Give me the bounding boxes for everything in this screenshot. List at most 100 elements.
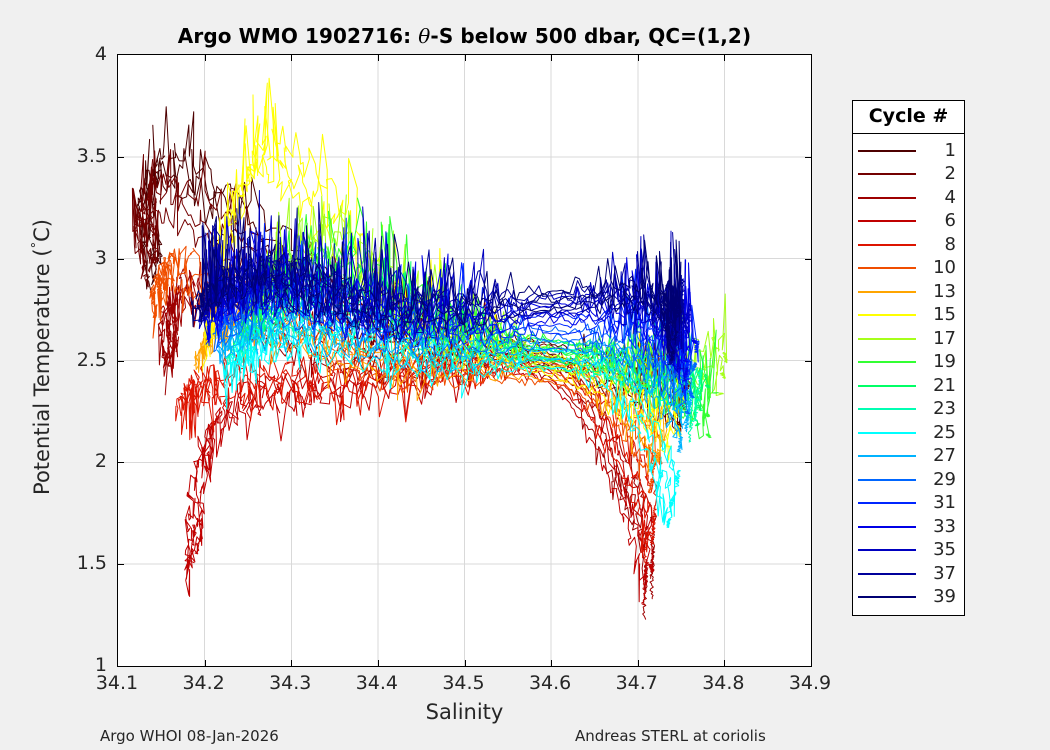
theta-s-trace [195,216,679,346]
theta-s-trace [202,208,682,331]
y-tick-left [118,462,124,464]
y-tick-right [805,462,811,464]
y-tick-label: 1 [94,654,107,676]
legend-item[interactable]: 35 [853,539,964,563]
legend-item[interactable]: 1 [853,139,964,163]
x-tick-label: 34.2 [182,672,225,694]
legend-item-label: 8 [944,233,956,255]
legend-item[interactable]: 6 [853,210,964,234]
theta-s-trace [165,277,656,600]
legend-item[interactable]: 23 [853,398,964,422]
theta-s-trace [162,245,663,466]
y-tick-label: 2 [94,450,107,473]
theta-s-trace [198,225,684,373]
theta-s-trace [224,323,694,443]
x-tick-bottom [291,660,293,666]
x-tick-label: 34.6 [528,672,572,694]
legend-item[interactable]: 25 [853,421,964,445]
legend-item[interactable]: 27 [853,445,964,469]
theta-s-trace [200,225,689,382]
chart-title-pre: Argo WMO 1902716: [177,24,419,48]
legend-item-label: 33 [933,515,956,537]
footer-left-text: Argo WHOI 08-Jan-2026 [100,727,279,745]
legend-color-swatch [858,525,916,528]
x-tick-bottom [637,660,639,666]
x-tick-label: 34.9 [788,672,832,694]
legend-color-swatch [858,408,916,411]
legend-item[interactable]: 31 [853,492,964,516]
legend-item[interactable]: 2 [853,163,964,187]
legend-color-swatch [858,384,916,387]
theta-s-trace [225,326,677,517]
x-tick-bottom [724,660,726,666]
legend-item[interactable]: 17 [853,327,964,351]
legend-item-label: 6 [944,210,956,232]
x-tick-label: 34.7 [615,672,658,694]
legend-item-label: 29 [933,468,956,490]
x-tick-top [291,55,293,61]
legend-item[interactable]: 39 [853,586,964,610]
theta-s-traces [118,55,811,666]
legend-item-label: 13 [933,280,956,302]
x-tick-bottom [377,660,379,666]
legend-item[interactable]: 19 [853,351,964,375]
legend-item[interactable]: 33 [853,515,964,539]
theta-s-trace [190,227,676,361]
y-tick-left [118,360,124,362]
legend-color-swatch [858,173,916,176]
legend-item[interactable]: 13 [853,280,964,304]
legend-color-swatch [858,431,916,434]
legend-item-label: 4 [944,186,956,208]
legend-item-label: 25 [933,421,956,443]
theta-s-trace [149,273,655,494]
legend-item-label: 35 [933,539,956,561]
legend-item[interactable]: 4 [853,186,964,210]
y-tick-right [805,156,811,158]
legend-color-swatch [858,549,916,552]
theta-s-trace [216,325,684,453]
legend-entries: 1 2 4 6 8 10 13 15 17 19 21 23 25 27 29 31 33 35 37 39 [853,134,964,615]
y-tick-left [118,156,124,158]
x-tick-top [724,55,726,61]
x-tick-label: 34.8 [702,672,745,694]
x-tick-top [637,55,639,61]
x-tick-top [464,55,466,61]
legend-item[interactable]: 21 [853,374,964,398]
x-tick-bottom [204,660,206,666]
legend-item-label: 23 [933,398,956,420]
y-tick-left [118,564,124,566]
y-tick-label: 2.5 [76,348,107,371]
legend-color-swatch [858,220,916,223]
x-tick-bottom [464,660,466,666]
legend-color-swatch [858,478,916,481]
legend-color-swatch [858,596,916,599]
x-tick-label: 34.3 [269,672,312,694]
legend-item[interactable]: 29 [853,468,964,492]
legend-title: Cycle # [853,101,964,134]
legend-color-swatch [858,149,916,152]
theta-s-trace [204,196,686,327]
x-tick-top [551,55,553,61]
footer-right-text: Andreas STERL at coriolis [575,727,766,745]
y-tick-left [118,258,124,260]
legend-color-swatch [858,196,916,199]
legend-item[interactable]: 8 [853,233,964,257]
cycle-legend: Cycle # 1 2 4 6 8 10 13 15 17 19 21 23 25 27 29 31 33 35 3… [852,100,965,616]
theta-s-trace [222,310,690,433]
legend-color-swatch [858,290,916,293]
legend-color-swatch [858,267,916,270]
legend-item[interactable]: 37 [853,562,964,586]
legend-item[interactable]: 10 [853,257,964,281]
legend-item[interactable]: 15 [853,304,964,328]
legend-color-swatch [858,572,916,575]
x-tick-label: 34.5 [442,672,485,694]
y-tick-right [805,360,811,362]
y-tick-right [805,564,811,566]
theta-s-trace [222,338,673,528]
legend-item-label: 2 [944,163,956,185]
legend-color-swatch [858,243,916,246]
x-tick-label: 34.1 [95,672,139,694]
y-axis-title: Potential Temperature (°C) [30,77,54,637]
legend-item-label: 17 [933,327,956,349]
